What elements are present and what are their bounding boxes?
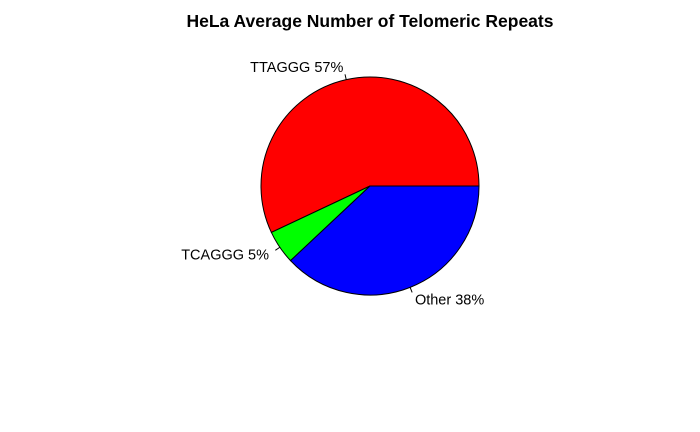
chart-title: HeLa Average Number of Telomeric Repeats	[187, 11, 554, 31]
label-line-other	[409, 287, 413, 293]
pie-slices	[260, 76, 480, 296]
pie-slice-ttaggg	[260, 76, 480, 234]
label-line-ttaggg	[344, 74, 347, 80]
slice-labels: TTAGGG 57% TCAGGG 5% Other 38%	[181, 60, 484, 309]
slice-label-other: Other 38%	[415, 293, 484, 309]
label-line-tcaggg	[275, 246, 281, 251]
slice-label-ttaggg: TTAGGG 57%	[250, 60, 343, 76]
slice-label-tcaggg: TCAGGG 5%	[181, 248, 269, 264]
slice-label-lines	[275, 74, 413, 293]
